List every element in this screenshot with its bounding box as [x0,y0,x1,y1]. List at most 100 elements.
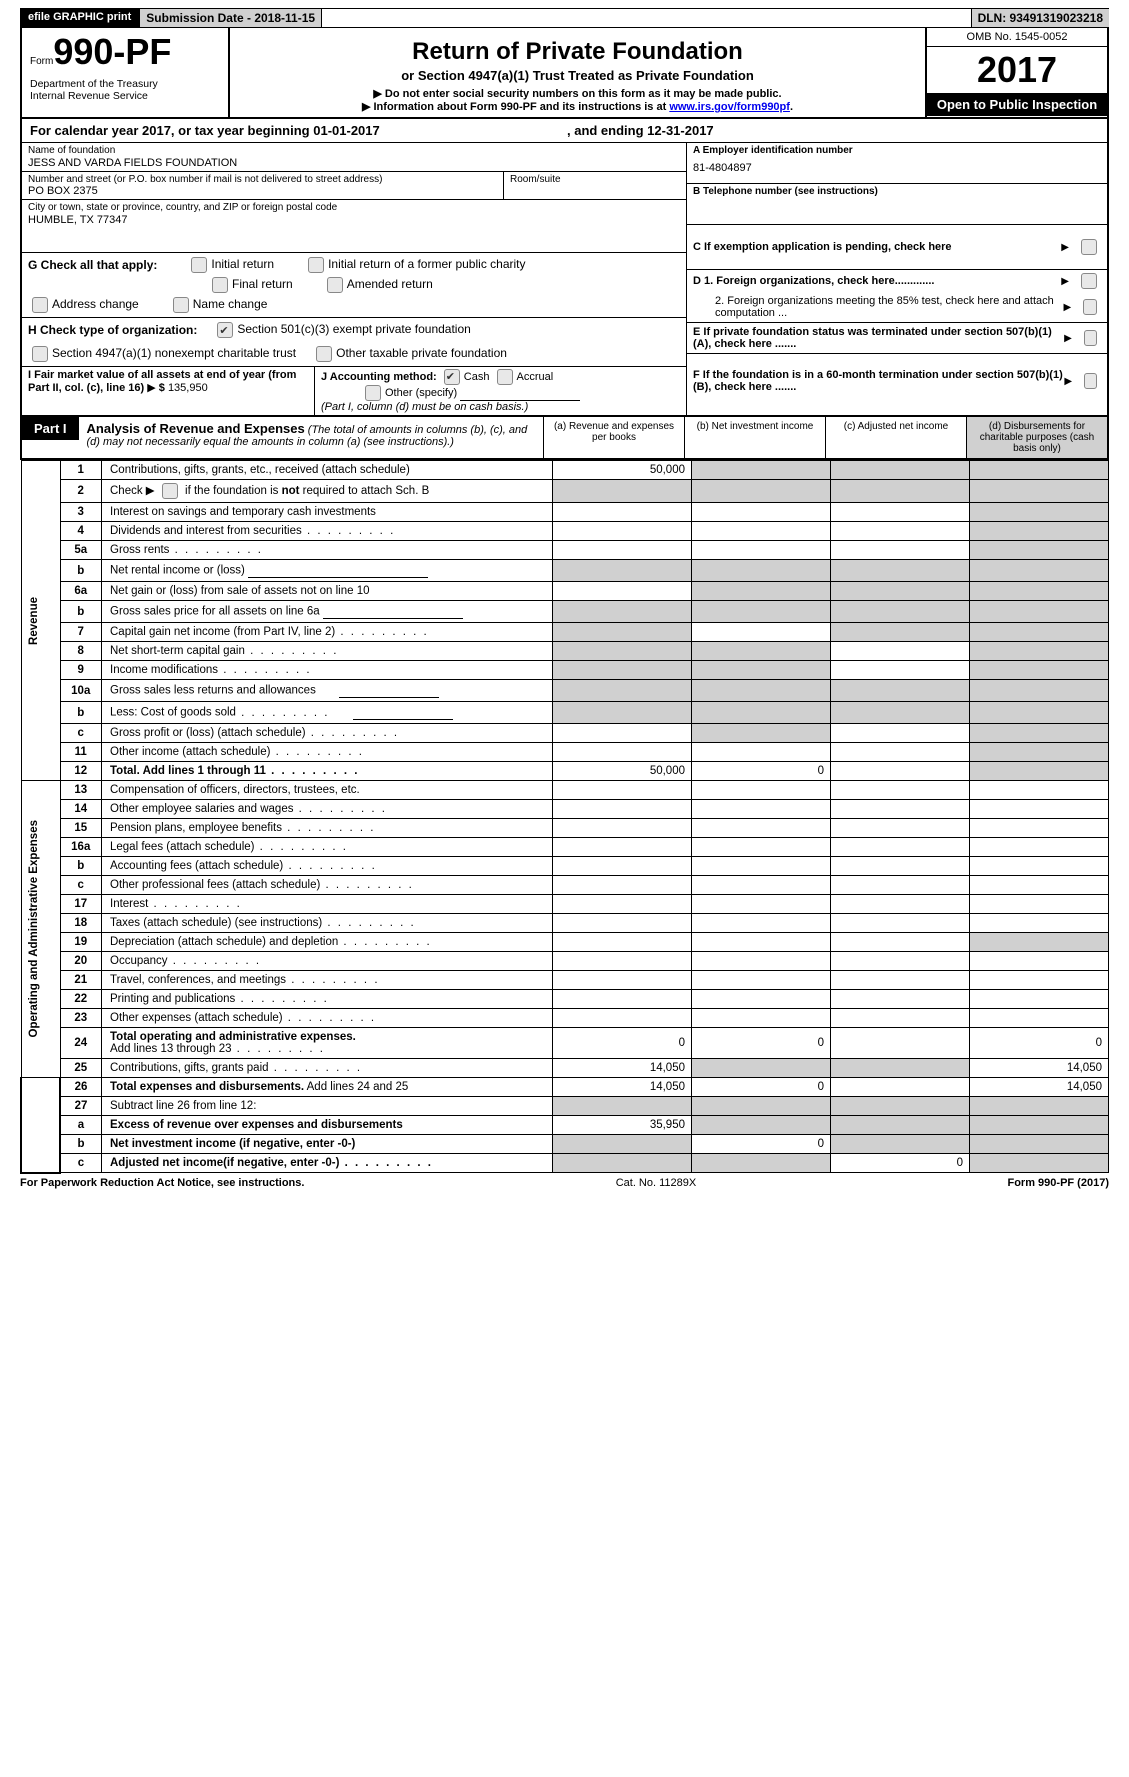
col-c-header: (c) Adjusted net income [825,417,966,458]
row-2: 2Check ▶ if the foundation is not requir… [21,480,1109,503]
part1-title-text: Analysis of Revenue and Expenses [87,421,305,436]
row-14: 14Other employee salaries and wages [21,800,1109,819]
row-6a: 6aNet gain or (loss) from sale of assets… [21,582,1109,601]
header-right: OMB No. 1545-0052 2017 Open to Public In… [925,28,1107,117]
submission-date: Submission Date - 2018-11-15 [139,9,321,27]
section-j: J Accounting method: Cash Accrual Other … [314,367,686,415]
cal-mid: , and ending [567,123,647,138]
h-label: H Check type of organization: [28,323,197,337]
row-16a: 16aLegal fees (attach schedule) [21,838,1109,857]
street-field: Number and street (or P.O. box number if… [22,172,503,199]
arrow-icon [1061,241,1069,253]
header-center: Return of Private Foundation or Section … [230,28,925,117]
part1-label: Part I [22,417,79,440]
row-8: 8Net short-term capital gain [21,642,1109,661]
chk-amended[interactable]: Amended return [323,277,433,293]
city-label: City or town, state or province, country… [28,202,680,213]
arrow-icon [1064,375,1072,387]
row-4: 4Dividends and interest from securities [21,522,1109,541]
row-11: 11Other income (attach schedule) [21,743,1109,762]
row-19: 19Depreciation (attach schedule) and dep… [21,933,1109,952]
irs-link[interactable]: www.irs.gov/form990pf [669,101,790,113]
section-f: F If the foundation is in a 60-month ter… [687,354,1107,408]
header-left: Form990-PF Department of the Treasury In… [22,28,230,117]
form-number: 990-PF [53,31,171,72]
part1-title: Analysis of Revenue and Expenses (The to… [79,417,543,452]
row-27a: aExcess of revenue over expenses and dis… [21,1116,1109,1135]
ein-value: 81-4804897 [693,162,1101,174]
ssn-warning: ▶ Do not enter social security numbers o… [240,87,915,100]
row-7: 7Capital gain net income (from Part IV, … [21,623,1109,642]
chk-4947[interactable]: Section 4947(a)(1) nonexempt charitable … [28,346,296,362]
cal-end: 12-31-2017 [647,123,714,138]
chk-c[interactable] [1081,239,1097,255]
g-label: G Check all that apply: [28,258,157,272]
form-prefix: Form [30,56,53,67]
col-d-header: (d) Disbursements for charitable purpose… [966,417,1107,458]
open-public: Open to Public Inspection [927,93,1107,116]
row-24: 24Total operating and administrative exp… [21,1028,1109,1059]
i-dollar: $ [159,382,165,394]
form-header: Form990-PF Department of the Treasury In… [20,28,1109,119]
j-label: J Accounting method: [321,371,437,383]
form-title: Return of Private Foundation [240,38,915,66]
f-label: F If the foundation is in a 60-month ter… [693,369,1064,393]
chk-initial-former[interactable]: Initial return of a former public charit… [304,257,525,273]
form-page: efile GRAPHIC print Submission Date - 20… [0,0,1129,1209]
row-5a: 5aGross rents [21,541,1109,560]
chk-501c3[interactable]: Section 501(c)(3) exempt private foundat… [213,322,470,338]
chk-namechg[interactable]: Name change [169,297,268,313]
chk-final[interactable]: Final return [208,277,293,293]
chk-e[interactable] [1084,330,1097,346]
info-line: ▶ Information about Form 990-PF and its … [240,100,915,113]
entity-block: Name of foundation JESS AND VARDA FIELDS… [20,143,1109,416]
efile-badge: efile GRAPHIC print [20,9,139,27]
chk-accrual[interactable]: Accrual [493,371,554,383]
chk-d1[interactable] [1081,273,1097,289]
street-value: PO BOX 2375 [28,185,497,197]
chk-other-method[interactable]: Other (specify) [361,387,457,399]
chk-cash[interactable]: Cash [440,371,490,383]
row-16b: bAccounting fees (attach schedule) [21,857,1109,876]
row-16c: cOther professional fees (attach schedul… [21,876,1109,895]
part1-col-headers: (a) Revenue and expenses per books (b) N… [543,417,1107,458]
row-26: 26Total expenses and disbursements. Add … [21,1078,1109,1097]
row-12: 12Total. Add lines 1 through 1150,0000 [21,762,1109,781]
part1-header: Part I Analysis of Revenue and Expenses … [20,416,1109,460]
i-arrow: ▶ [147,382,155,394]
row-9: 9Income modifications [21,661,1109,680]
entity-right: A Employer identification number 81-4804… [686,143,1107,415]
arrow-icon [1064,301,1072,313]
chk-f[interactable] [1084,373,1097,389]
row-6b: bGross sales price for all assets on lin… [21,601,1109,623]
row-5b: bNet rental income or (loss) [21,560,1109,582]
chk-initial[interactable]: Initial return [187,257,274,273]
cal-prefix: For calendar year 2017, or tax year begi… [30,123,313,138]
foundation-name: JESS AND VARDA FIELDS FOUNDATION [28,157,680,169]
chk-schB[interactable] [162,483,178,499]
row-27c: cAdjusted net income(if negative, enter … [21,1154,1109,1173]
row-23: 23Other expenses (attach schedule) [21,1009,1109,1028]
section-i: I Fair market value of all assets at end… [22,367,314,415]
dept-treasury: Department of the Treasury [30,78,220,90]
row-17: 17Interest [21,895,1109,914]
calendar-year: For calendar year 2017, or tax year begi… [20,119,1109,143]
section-e: E If private foundation status was termi… [687,323,1107,354]
col-b-header: (b) Net investment income [684,417,825,458]
section-g: G Check all that apply: Initial return I… [22,253,686,318]
arrow-icon [1064,332,1072,344]
chk-other-tax[interactable]: Other taxable private foundation [312,346,507,362]
other-specify[interactable] [460,386,580,401]
row-25: 25Contributions, gifts, grants paid14,05… [21,1059,1109,1078]
row-3: 3Interest on savings and temporary cash … [21,503,1109,522]
name-label: Name of foundation [28,145,680,156]
fmv-value: 135,950 [168,382,208,394]
section-h: H Check type of organization: Section 50… [22,318,686,367]
room-label: Room/suite [510,174,680,185]
chk-address[interactable]: Address change [28,297,139,313]
row-20: 20Occupancy [21,952,1109,971]
city-value: HUMBLE, TX 77347 [28,214,680,226]
chk-d2[interactable] [1083,299,1097,315]
page-footer: For Paperwork Reduction Act Notice, see … [20,1174,1109,1189]
j-note: (Part I, column (d) must be on cash basi… [321,401,528,413]
